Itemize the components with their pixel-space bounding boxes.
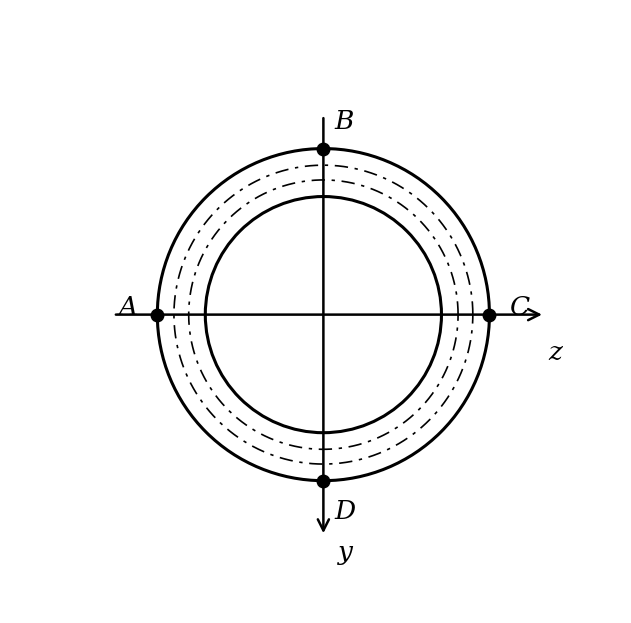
Text: y: y <box>338 540 353 564</box>
Text: B: B <box>334 109 354 134</box>
Text: A: A <box>118 295 137 320</box>
Text: C: C <box>510 295 530 320</box>
Text: z: z <box>548 340 562 366</box>
Text: D: D <box>334 499 356 524</box>
